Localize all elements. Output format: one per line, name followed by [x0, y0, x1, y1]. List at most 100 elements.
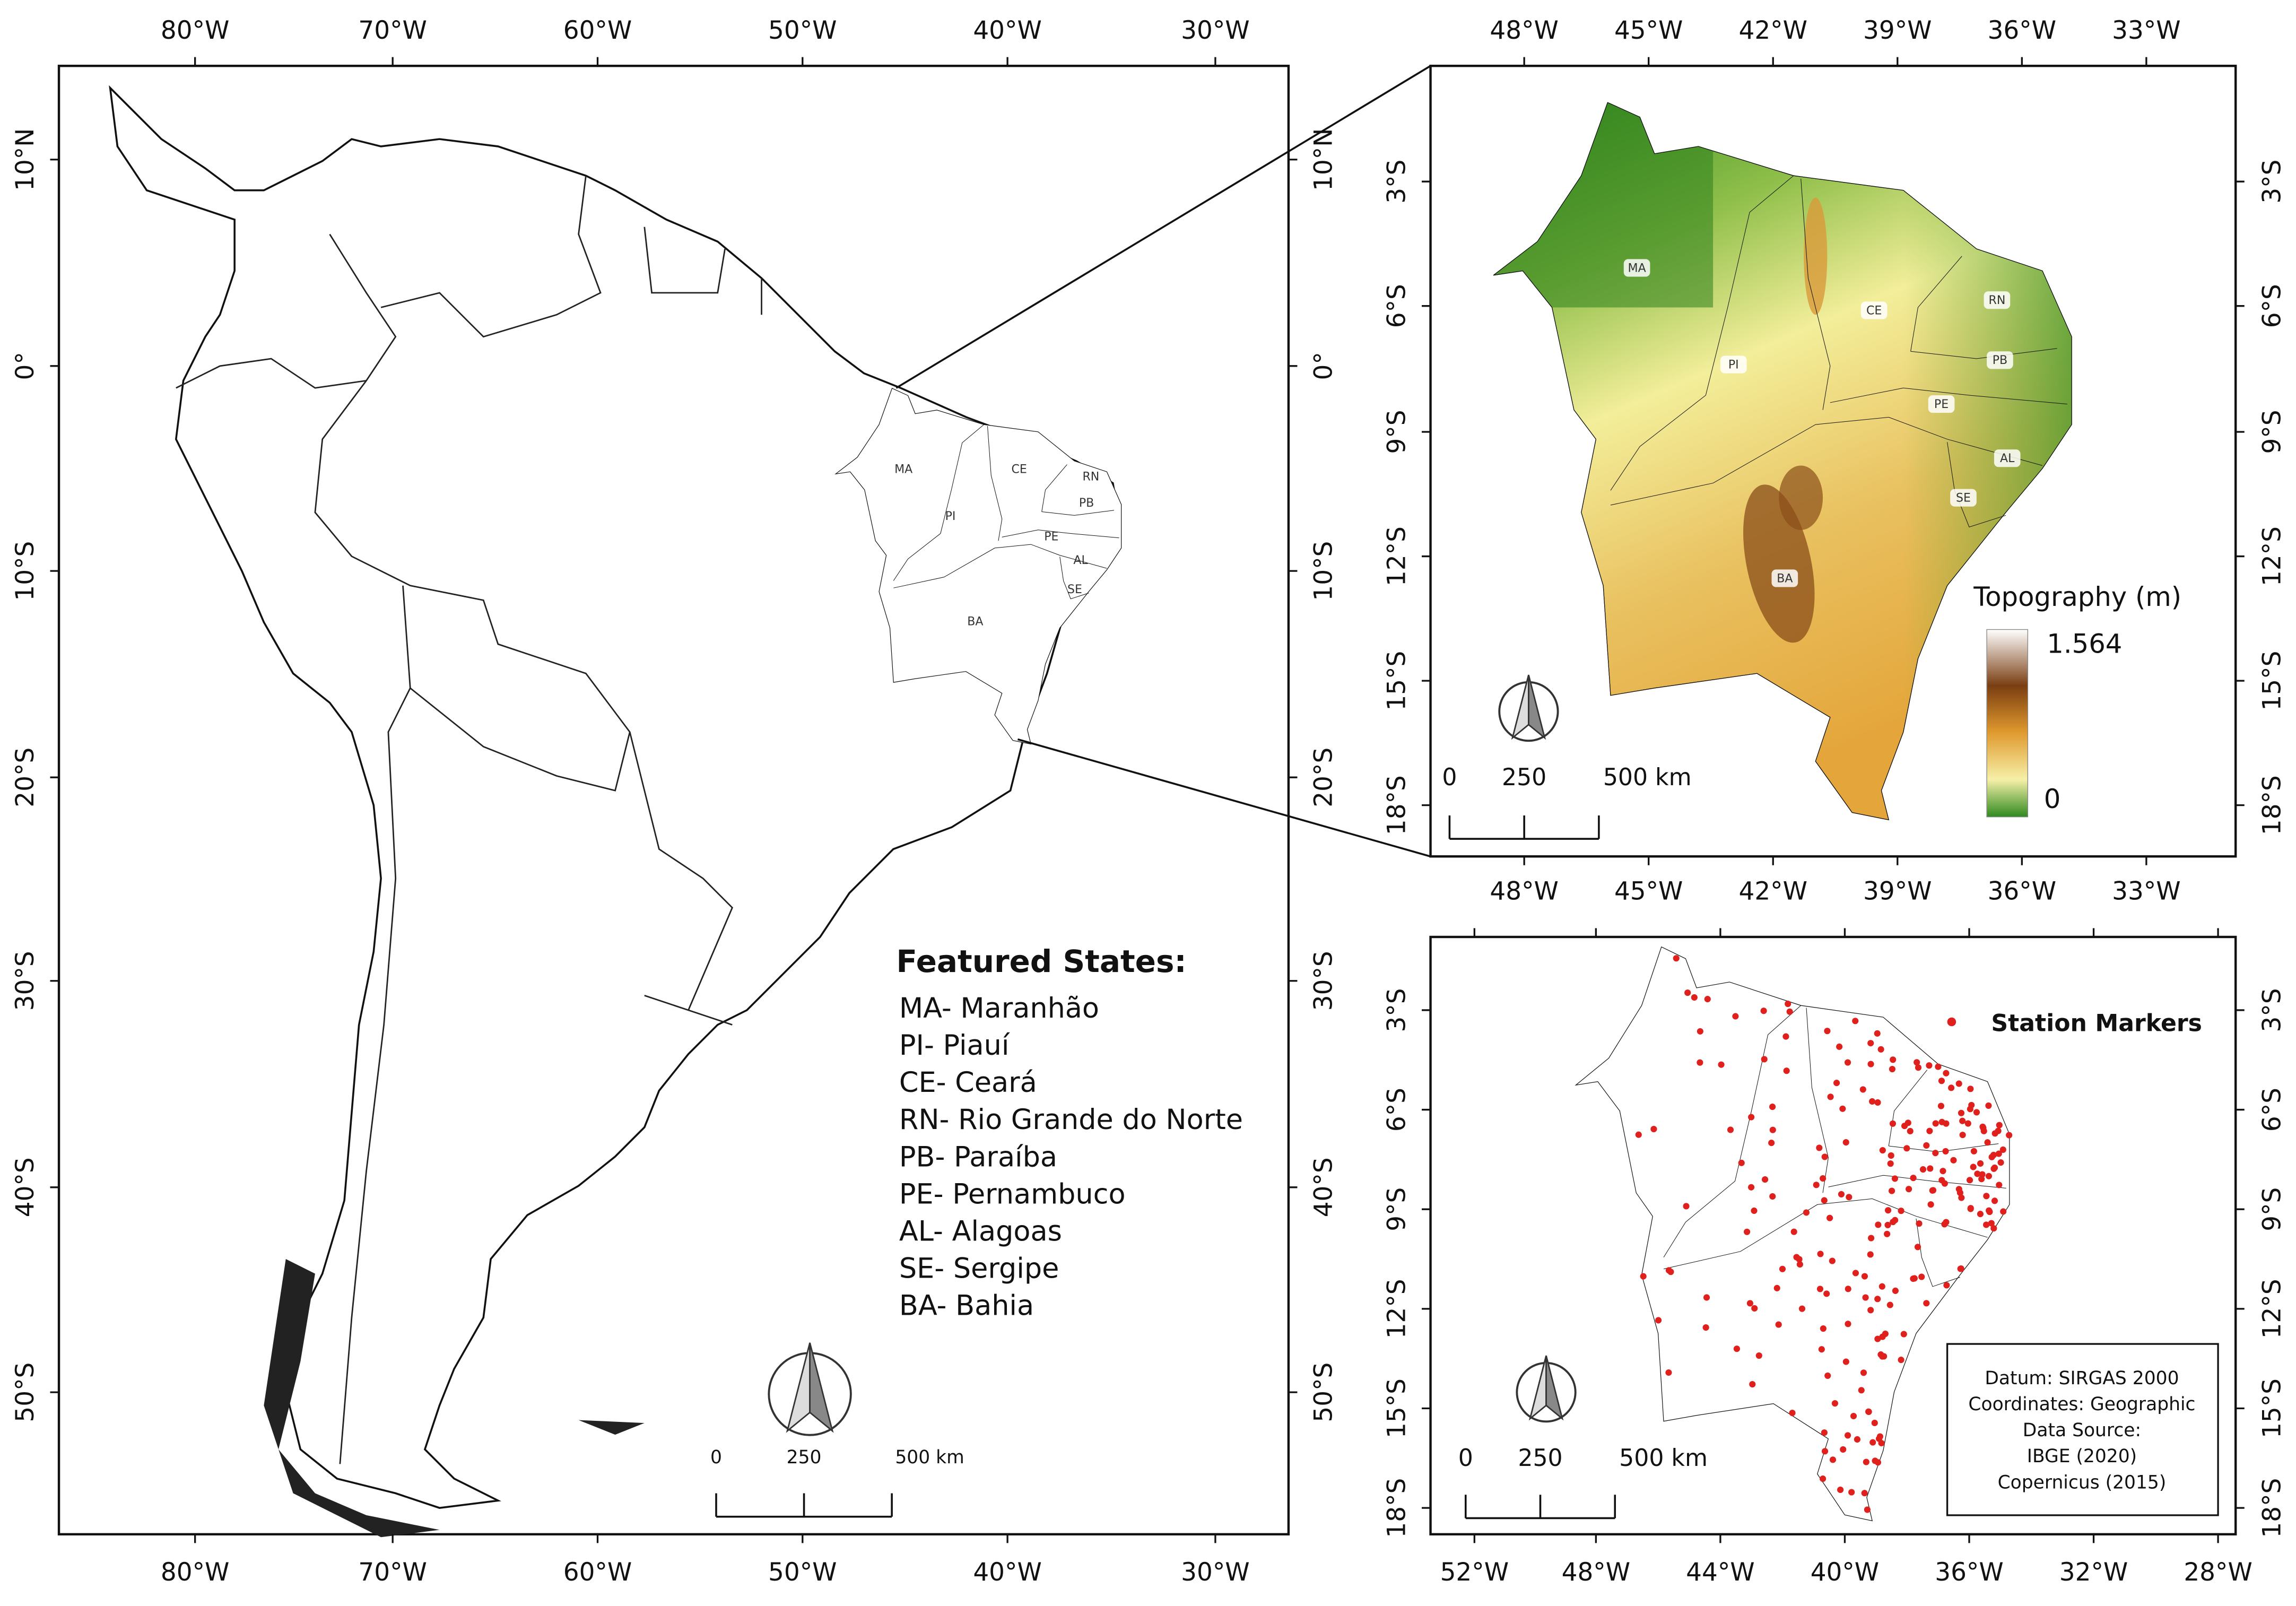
station-marker	[1889, 1065, 1896, 1073]
info-line: Datum: SIRGAS 2000	[1985, 1368, 2179, 1389]
state-label: RN	[1988, 294, 2005, 307]
station-marker	[1837, 1486, 1844, 1494]
station-marker	[1829, 1257, 1836, 1264]
station-marker	[1816, 1144, 1823, 1151]
state-label: PB	[1079, 497, 1094, 510]
legend-max: 1.564	[2047, 628, 2122, 659]
scale-bar-label: 0	[1442, 764, 1457, 791]
station-marker	[1861, 1490, 1868, 1497]
station-marker	[1990, 1165, 1997, 1172]
axis-label: 48°W	[1490, 877, 1558, 906]
station-marker	[1827, 1214, 1833, 1221]
station-marker	[1845, 1321, 1851, 1327]
station-marker	[1755, 1352, 1762, 1359]
station-marker	[1974, 1170, 1981, 1177]
station-marker	[1831, 1400, 1838, 1407]
label-halo	[1860, 301, 1888, 319]
station-marker	[1983, 1193, 1990, 1200]
station-marker	[1898, 1357, 1904, 1364]
station-marker	[1990, 1225, 1997, 1232]
axis-label: 12°S	[2257, 526, 2286, 586]
station-marker	[1985, 1102, 1992, 1109]
stations-map	[1575, 946, 2219, 1522]
legend-item: CE- Ceará	[899, 1066, 1037, 1099]
station-marker	[1872, 1457, 1878, 1464]
station-marker	[1650, 1126, 1657, 1133]
station-marker	[1635, 1131, 1642, 1138]
station-marker	[1888, 1152, 1894, 1159]
axis-label: 40°W	[973, 1558, 1041, 1587]
axis-label: 18°S	[2257, 775, 2286, 835]
station-marker	[1869, 1098, 1876, 1105]
station-marker	[1886, 1301, 1893, 1308]
station-marker	[1751, 1207, 1758, 1214]
axis-label: 70°W	[358, 1558, 427, 1587]
station-marker	[1876, 1433, 1883, 1440]
station-marker	[1915, 1064, 1922, 1071]
connector-line	[895, 65, 1431, 389]
north-arrow	[1528, 674, 1546, 740]
topography-map	[1492, 101, 2073, 821]
station-marker	[1848, 1489, 1855, 1496]
station-marker	[1821, 1153, 1828, 1160]
station-marker	[1796, 1261, 1803, 1268]
station-marker	[1967, 1106, 1973, 1113]
station-marker	[1979, 1171, 1986, 1178]
state-label: MA	[1628, 262, 1646, 275]
station-marker	[1884, 1207, 1892, 1214]
map-frame	[57, 64, 1290, 1535]
station-marker	[1861, 1273, 1868, 1280]
axis-label: 80°W	[161, 1558, 229, 1587]
station-marker	[1910, 1275, 1917, 1282]
station-marker	[1935, 1063, 1942, 1070]
station-marker	[1640, 1273, 1647, 1280]
station-marker	[1786, 1008, 1793, 1015]
axis-label: 36°W	[1935, 1558, 2003, 1587]
axis-label: 3°S	[1382, 988, 1411, 1032]
legend-item: PB- Paraíba	[899, 1141, 1057, 1173]
state-label: SE	[1956, 492, 1971, 505]
station-marker	[1751, 1305, 1758, 1312]
label-halo	[1928, 395, 1955, 413]
state-label: PE	[1044, 531, 1058, 544]
station-marker	[1887, 1160, 1894, 1167]
station-marker	[1929, 1187, 1937, 1194]
station-marker	[1997, 1159, 2004, 1166]
station-marker	[1906, 1186, 1912, 1193]
station-marker	[1655, 1317, 1662, 1324]
north-arrow	[786, 1342, 811, 1433]
axis-label: 30°W	[1181, 16, 1249, 45]
station-marker	[1986, 1207, 1993, 1214]
station-marker	[1985, 1173, 1993, 1179]
axis-label: 30°W	[1181, 1558, 1249, 1587]
station-marker	[1823, 1290, 1830, 1297]
station-marker	[1768, 1140, 1775, 1147]
axis-label: 9°S	[1382, 1187, 1411, 1231]
station-marker	[1967, 1086, 1974, 1092]
archipelago	[264, 1259, 645, 1538]
station-marker	[1879, 1333, 1886, 1340]
station-marker	[1932, 1150, 1939, 1157]
state-label: PI	[1728, 358, 1739, 371]
station-marker	[1852, 1018, 1859, 1025]
station-marker	[1900, 1331, 1907, 1338]
station-marker	[1844, 1432, 1851, 1439]
axis-label: 50°S	[1309, 1362, 1338, 1422]
station-marker	[1898, 1208, 1904, 1214]
map-frame	[1429, 64, 2237, 858]
scale-bar-label: 250	[1518, 1445, 1562, 1472]
station-marker	[1833, 1080, 1840, 1087]
station-marker	[1727, 1126, 1734, 1133]
station-marker	[1796, 1256, 1803, 1263]
station-marker	[1874, 1099, 1881, 1106]
station-marker	[1914, 1059, 1920, 1066]
state-label: CE	[1866, 304, 1882, 317]
axis-label: 70°W	[358, 16, 427, 45]
highland	[1804, 197, 1828, 315]
station-marker	[1789, 1410, 1796, 1417]
station-marker	[1691, 994, 1698, 1001]
station-marker	[1941, 1221, 1948, 1228]
station-marker	[1877, 1046, 1884, 1053]
station-marker	[1859, 1086, 1866, 1093]
station-marker	[1803, 1209, 1810, 1216]
